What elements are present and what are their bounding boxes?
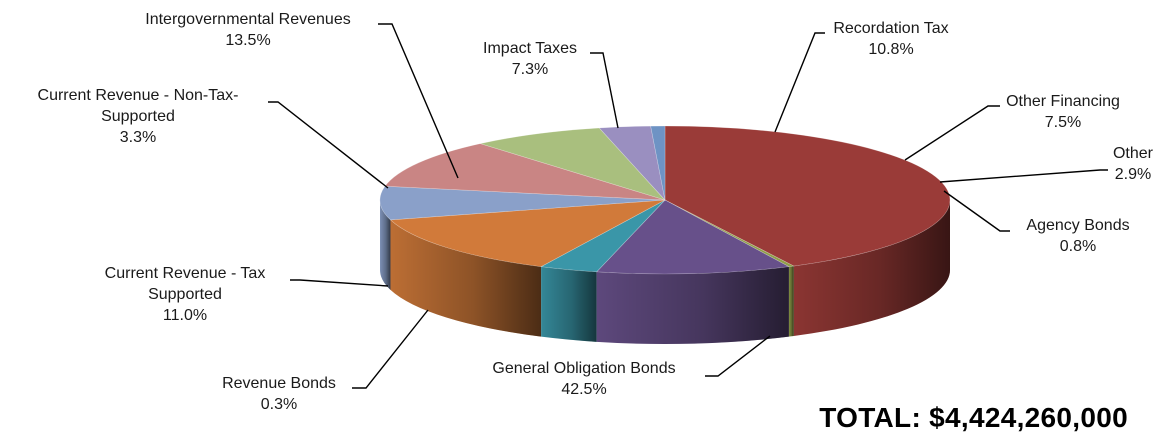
leader-line-impact-taxes <box>590 52 619 129</box>
leader-line-intergovernmental-revenues <box>378 23 459 179</box>
slice-name-current-revenue-non-tax-supported: Supported <box>101 108 175 125</box>
slice-name-agency-bonds: Agency Bonds <box>1026 217 1129 234</box>
slice-percent-impact-taxes: 7.3% <box>512 61 548 78</box>
leader-line-current-revenue-tax-supported <box>290 279 389 287</box>
total-label: TOTAL: $4,424,260,000 <box>819 402 1128 433</box>
slice-label-agency-bonds: Agency Bonds 0.8% <box>1026 217 1129 255</box>
slice-name-current-revenue-tax-supported: Current Revenue - Tax <box>105 265 266 282</box>
slice-percent-intergovernmental-revenues: 13.5% <box>225 32 270 49</box>
slice-name-other: Other <box>1113 145 1154 162</box>
pie-slice-other <box>598 125 666 201</box>
slice-name-intergovernmental-revenues: Intergovernmental Revenues <box>145 11 350 28</box>
pie-slice-impact-taxes <box>379 185 666 221</box>
pie-side-current-revenue-tax-supported-shade <box>596 266 789 344</box>
slice-label-other: Other 2.9% <box>1113 145 1154 183</box>
slice-name-other-financing: Other Financing <box>1006 93 1120 110</box>
slice-label-general-obligation-bonds: General Obligation Bonds 42.5% <box>492 360 675 398</box>
slice-percent-current-revenue-non-tax-supported: 3.3% <box>120 129 156 146</box>
slice-label-recordation-tax: Recordation Tax 10.8% <box>833 20 948 58</box>
leader-line-general-obligation-bonds <box>705 335 771 377</box>
leader-lines <box>268 23 1108 389</box>
slice-label-impact-taxes: Impact Taxes 7.3% <box>483 40 577 78</box>
slice-label-current-revenue-tax-supported: Current Revenue - Tax Supported 11.0% <box>105 265 266 324</box>
slice-percent-other: 2.9% <box>1115 166 1151 183</box>
pie-tops <box>379 125 951 275</box>
pie-side-impact-taxes-shade <box>380 200 391 290</box>
leader-line-revenue-bonds <box>352 309 429 389</box>
slice-percent-recordation-tax: 10.8% <box>868 41 913 58</box>
pie-slice-current-revenue-tax-supported <box>596 199 790 275</box>
pie-slice-general-obligation-bonds <box>664 125 951 267</box>
slice-name-revenue-bonds: Revenue Bonds <box>222 375 336 392</box>
slice-percent-agency-bonds: 0.8% <box>1060 238 1096 255</box>
leader-line-other-financing <box>904 105 1000 161</box>
pie-slice-recordation-tax <box>384 143 666 201</box>
slice-percent-current-revenue-tax-supported: 11.0% <box>163 307 207 324</box>
pie-slice-agency-bonds <box>650 125 666 201</box>
slice-label-revenue-bonds: Revenue Bonds 0.3% <box>222 375 336 413</box>
slice-labels: General Obligation Bonds 42.5% Revenue Bon… <box>38 11 1154 413</box>
slice-name-current-revenue-tax-supported: Supported <box>148 286 222 303</box>
pie-slice-intergovernmental-revenues <box>389 199 666 267</box>
leader-line-recordation-tax <box>774 32 825 133</box>
slice-name-recordation-tax: Recordation Tax <box>833 20 948 37</box>
pie-sides <box>380 200 950 344</box>
slice-label-current-revenue-non-tax-supported: Current Revenue - Non-Tax- Supported 3.3% <box>38 87 239 146</box>
slice-percent-other-financing: 7.5% <box>1045 114 1081 131</box>
slice-label-other-financing: Other Financing 7.5% <box>1006 93 1120 131</box>
leader-line-agency-bonds <box>943 190 1010 232</box>
pie-slice-current-revenue-non-tax-supported <box>540 199 666 273</box>
slice-percent-revenue-bonds: 0.3% <box>261 396 297 413</box>
leader-line-current-revenue-non-tax-supported <box>268 101 389 189</box>
leader-line-other <box>939 169 1108 183</box>
pie-side-revenue-bonds-shade <box>788 266 794 337</box>
pie-side-intergovernmental-revenues-shade <box>390 219 542 337</box>
pie-slice-revenue-bonds <box>664 199 795 267</box>
pie-slice-other-financing <box>479 127 666 201</box>
slice-percent-general-obligation-bonds: 42.5% <box>561 381 606 398</box>
slice-name-general-obligation-bonds: General Obligation Bonds <box>492 360 675 377</box>
pie-side-current-revenue-non-tax-supported-shade <box>541 266 597 342</box>
slice-label-intergovernmental-revenues: Intergovernmental Revenues 13.5% <box>145 11 350 49</box>
slice-name-impact-taxes: Impact Taxes <box>483 40 577 57</box>
pie-side-general-obligation-bonds-shade <box>793 200 950 337</box>
slice-name-current-revenue-non-tax-supported: Current Revenue - Non-Tax- <box>38 87 239 104</box>
